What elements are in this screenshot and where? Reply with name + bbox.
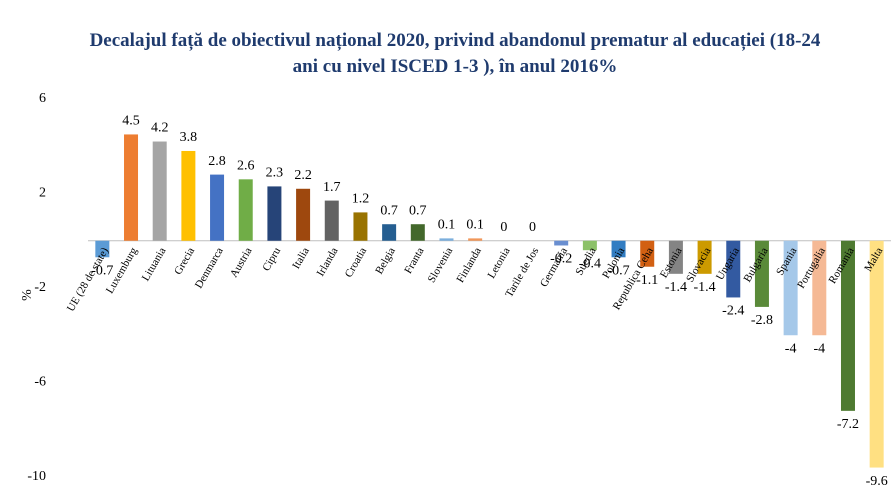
- x-tick-label: Letonia: [485, 245, 512, 280]
- bar: [611, 240, 626, 258]
- data-label: 1.2: [352, 192, 370, 207]
- bar: [840, 240, 855, 411]
- bar: [783, 240, 798, 336]
- bar: [439, 238, 454, 241]
- chart-title: Decalajul față de obiectivul național 20…: [89, 30, 821, 77]
- data-label: 2.2: [294, 168, 312, 183]
- bar: [754, 240, 769, 307]
- data-label: -4: [785, 341, 797, 356]
- bar: [410, 224, 425, 241]
- x-tick-label: Slovenia: [426, 245, 456, 284]
- data-label: -1.4: [694, 280, 716, 295]
- x-tick-label: Italia: [290, 245, 312, 271]
- x-tick-label: Denmarca: [193, 245, 226, 290]
- data-label: -0.7: [91, 264, 113, 279]
- x-tick-label: Finlanda: [454, 245, 484, 284]
- data-label: 2.6: [237, 159, 255, 174]
- bar: [812, 240, 827, 336]
- bar: [95, 240, 110, 258]
- x-tick-label: Cipru: [260, 245, 283, 273]
- data-label: -4: [813, 341, 825, 356]
- bar: [382, 224, 397, 241]
- bar: [582, 240, 597, 251]
- data-label: 0.1: [438, 218, 456, 233]
- data-label: -1.1: [636, 273, 658, 288]
- y-axis-label: %: [20, 289, 35, 301]
- bar: [124, 134, 139, 241]
- data-label: 0: [529, 220, 536, 235]
- data-label: 1.7: [323, 180, 341, 195]
- x-tick-label: Austria: [228, 245, 255, 279]
- x-tick-label: Lituania: [140, 245, 169, 283]
- bar: [726, 240, 741, 298]
- data-label: 3.8: [180, 130, 198, 145]
- bar: [324, 200, 339, 241]
- data-label: 0.7: [409, 203, 427, 218]
- bar: [869, 240, 884, 468]
- x-tick-label: Croatia: [343, 245, 370, 279]
- data-label: 4.2: [151, 121, 169, 136]
- data-label: 0.1: [466, 218, 484, 233]
- bar: [152, 141, 167, 241]
- data-label: -0.4: [579, 256, 601, 271]
- data-label: -0.2: [550, 252, 572, 267]
- y-tick-label: -6: [34, 375, 46, 390]
- bar: [210, 174, 225, 241]
- bar: [640, 240, 655, 267]
- x-tick-label: Belgia: [373, 245, 398, 276]
- data-label: -7.2: [837, 417, 859, 432]
- data-label: 4.5: [122, 114, 140, 129]
- bar: [353, 212, 368, 241]
- data-label: -9.6: [866, 474, 888, 489]
- data-label: -2.4: [722, 304, 744, 319]
- bar: [267, 186, 282, 241]
- x-tick-label: Grecia: [172, 245, 197, 276]
- bar: [468, 238, 483, 241]
- y-tick-label: 6: [39, 91, 46, 106]
- y-tick-label: -2: [34, 280, 46, 295]
- data-label: 2.8: [208, 154, 226, 169]
- y-tick-label: 2: [39, 186, 46, 201]
- y-tick-label: -10: [27, 469, 46, 484]
- data-label: -0.7: [607, 264, 629, 279]
- data-label: -1.4: [665, 280, 687, 295]
- x-tick-label: Irlanda: [315, 245, 341, 278]
- bar: [181, 150, 196, 241]
- x-tick-label: Franta: [402, 245, 427, 275]
- data-label: 2.3: [266, 166, 284, 181]
- data-label: 0: [500, 220, 507, 235]
- bar: [238, 179, 253, 241]
- data-label: 0.7: [380, 203, 398, 218]
- x-tick-label: UE (28 de state): [65, 245, 111, 313]
- bar: [296, 188, 311, 241]
- bar: [668, 240, 683, 274]
- data-label: -2.8: [751, 313, 773, 328]
- bar: [697, 240, 712, 274]
- bar: [554, 240, 569, 246]
